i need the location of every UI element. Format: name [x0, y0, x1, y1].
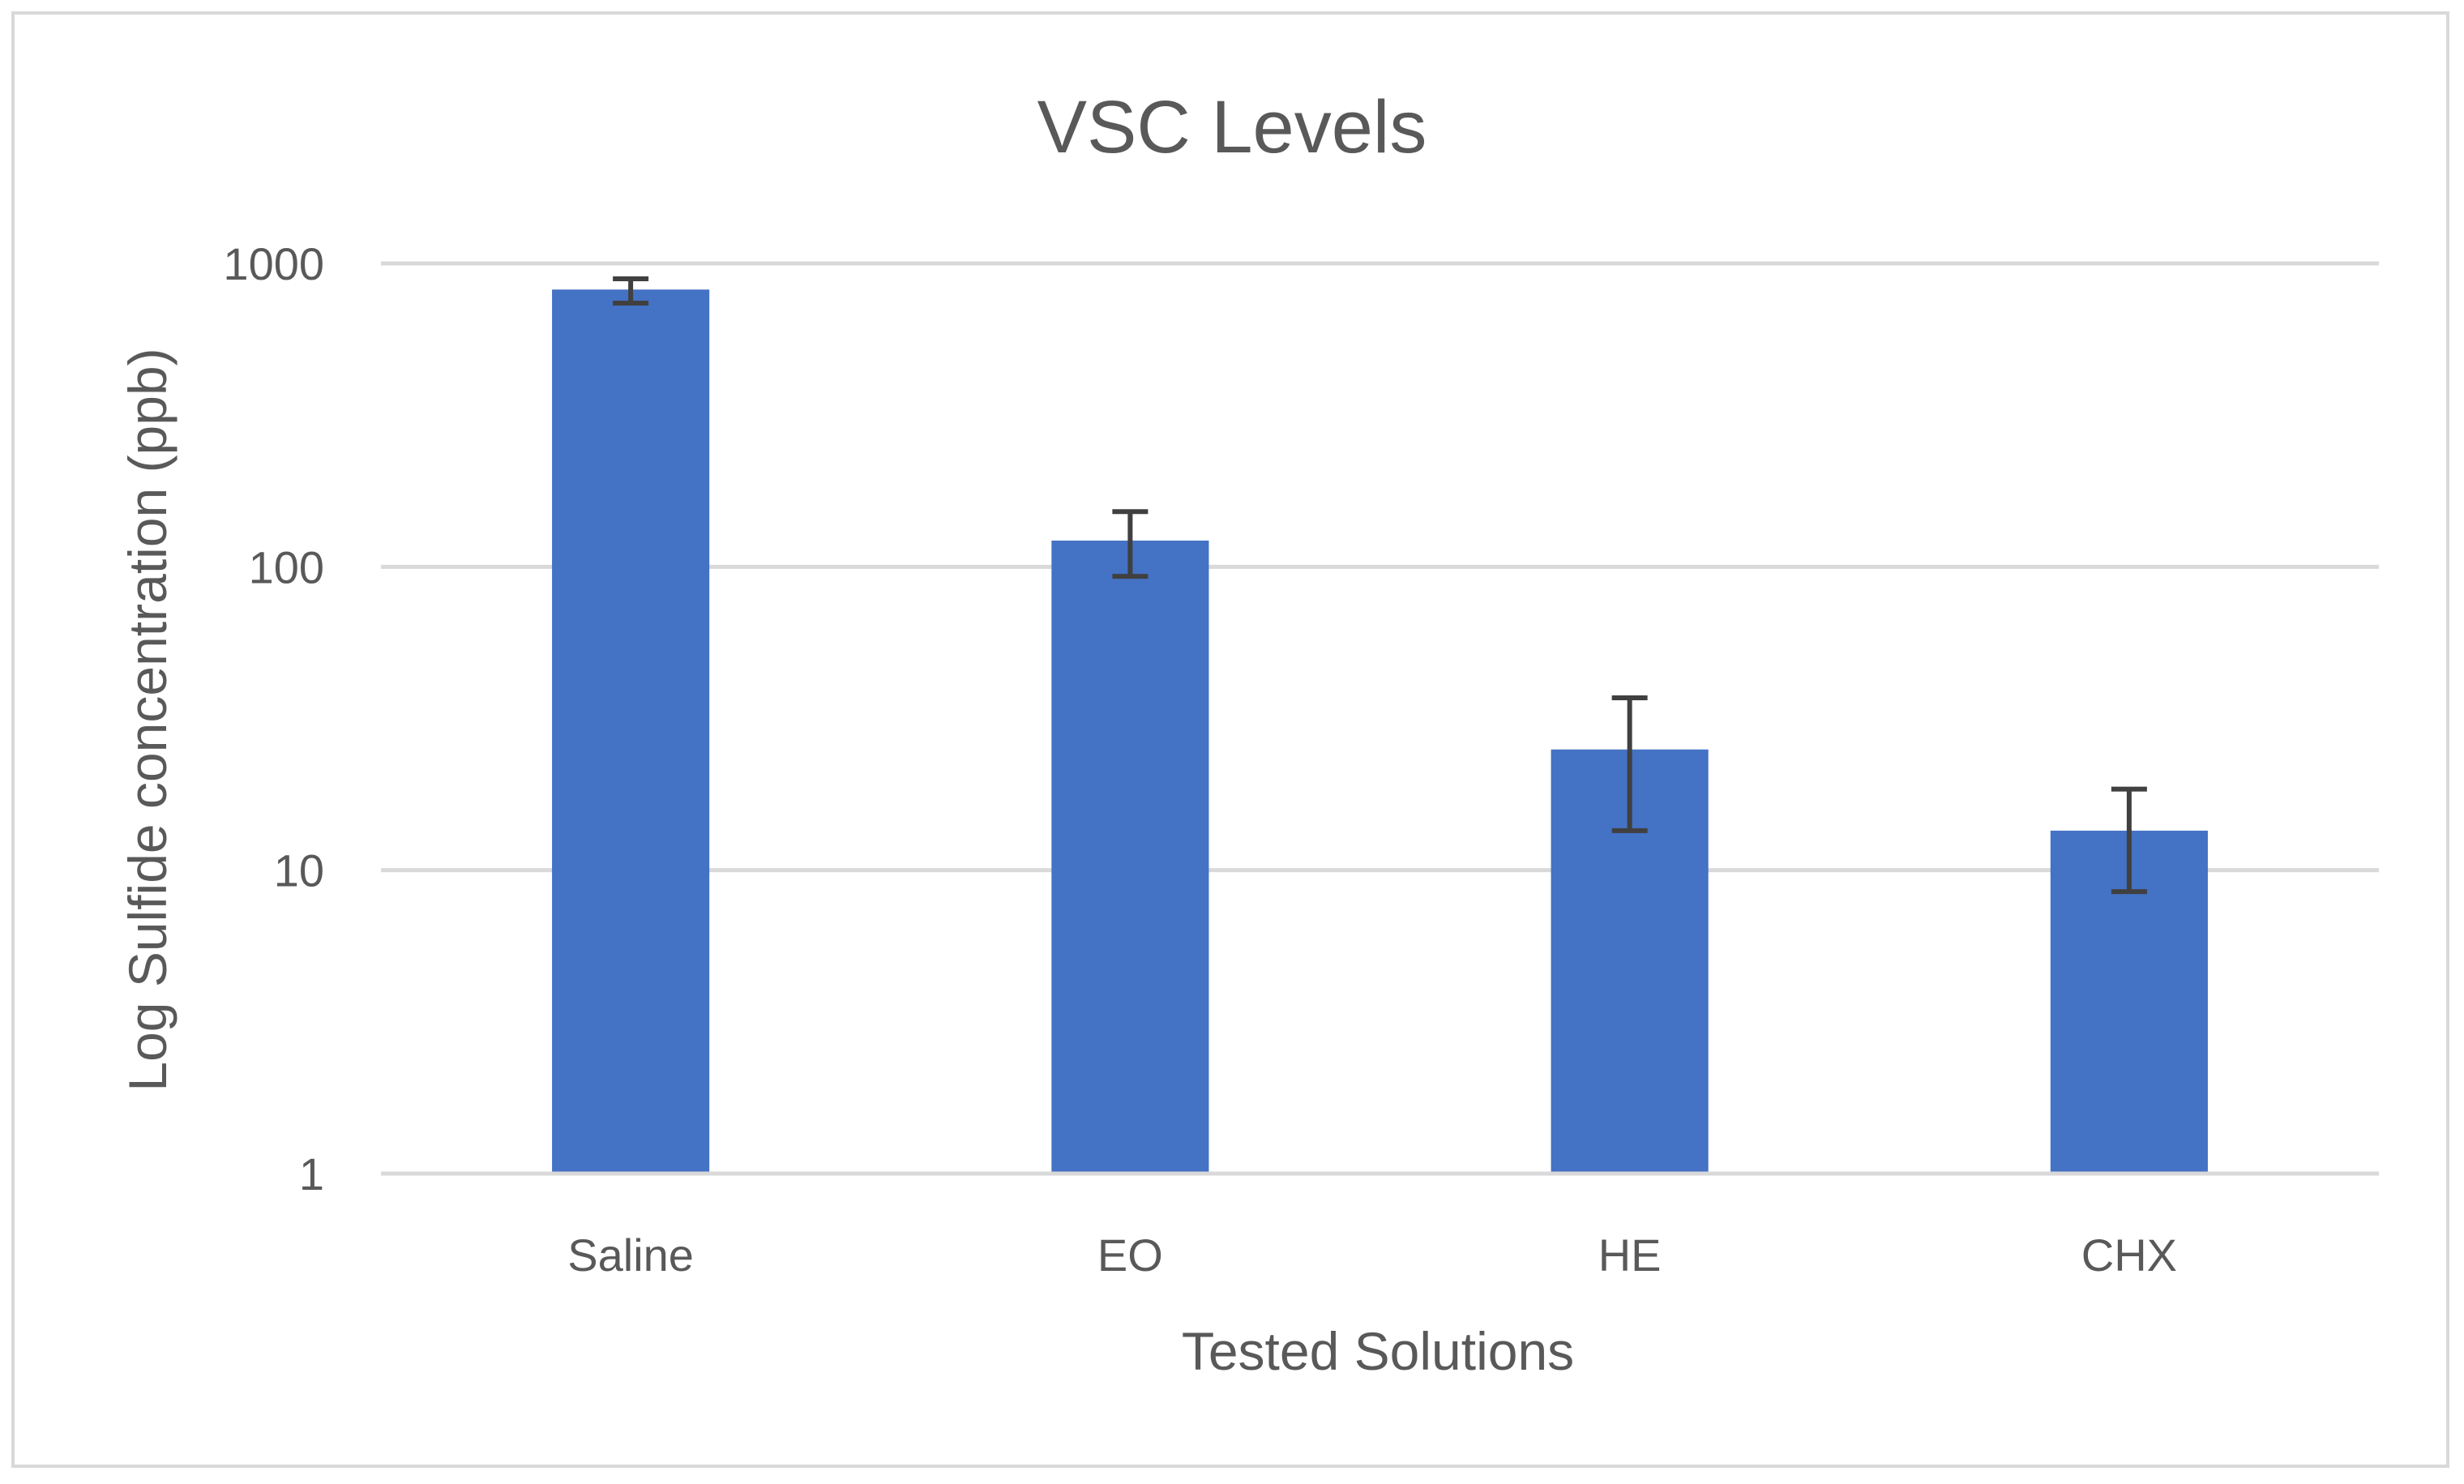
chart-title: VSC Levels [1037, 86, 1427, 169]
y-tick-label-10: 10 [274, 845, 324, 896]
y-tick-label-1000: 1000 [223, 238, 324, 289]
x-axis-title: Tested Solutions [1182, 1321, 1574, 1381]
error-bar-he [1611, 695, 1648, 833]
x-tick-label-eo: EO [1097, 1230, 1163, 1281]
error-bar-eo [1112, 509, 1149, 579]
x-axis-ticks: Saline EO HE CHX [567, 1230, 2177, 1281]
x-tick-label-saline: Saline [567, 1230, 694, 1281]
y-tick-label-100: 100 [249, 541, 324, 592]
error-bars [613, 276, 2147, 895]
x-tick-label-chx: CHX [2081, 1230, 2177, 1281]
error-bar-chx [2111, 786, 2147, 895]
y-axis-ticks: 1 10 100 1000 [223, 238, 324, 1200]
bar-saline [552, 289, 710, 1174]
chart-frame [11, 11, 2449, 1468]
y-tick-label-1: 1 [299, 1148, 324, 1200]
bar-eo [1051, 541, 1209, 1174]
bars [552, 289, 2208, 1174]
x-tick-label-he: HE [1598, 1230, 1662, 1281]
y-axis-title: Log Sulfide concentration (ppb) [118, 348, 178, 1091]
error-bar-saline [613, 276, 649, 306]
